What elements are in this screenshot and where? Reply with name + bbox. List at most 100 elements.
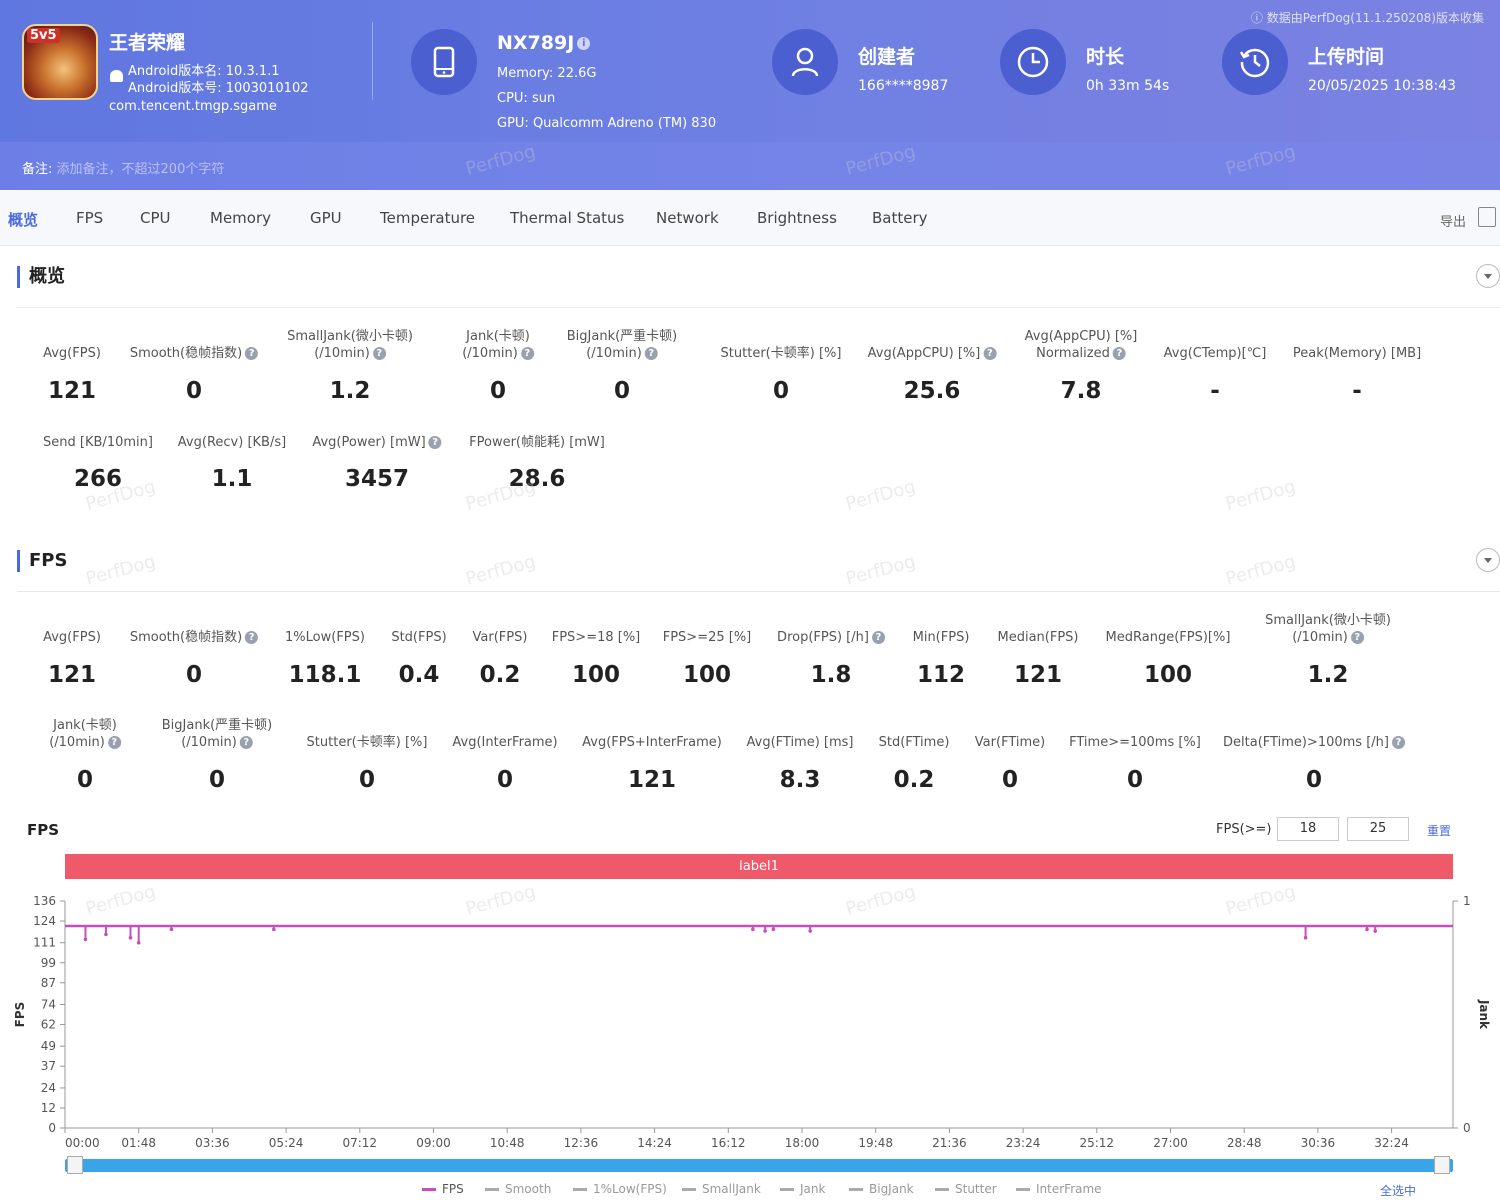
tab-brightness[interactable]: Brightness bbox=[757, 209, 837, 227]
help-icon[interactable]: ? bbox=[428, 436, 442, 449]
legend-item-interframe[interactable]: InterFrame bbox=[1016, 1182, 1102, 1196]
fps-metric-value: 0 bbox=[1305, 767, 1323, 793]
export-icon[interactable] bbox=[1478, 207, 1496, 227]
help-icon[interactable]: ? bbox=[107, 736, 121, 749]
select-all-button[interactable]: 全选中 bbox=[1380, 1184, 1417, 1198]
legend-swatch bbox=[573, 1188, 587, 1191]
fps-metric-value: 0 bbox=[1001, 767, 1019, 793]
tab-network[interactable]: Network bbox=[656, 209, 719, 227]
tab-overview[interactable]: 概览 bbox=[8, 211, 39, 229]
x-tick-label: 28:48 bbox=[1227, 1136, 1262, 1150]
remark-bar[interactable]: 备注: 添加备注，不超过200个字符 bbox=[0, 142, 1500, 190]
fps-metric-value: 0 bbox=[208, 767, 226, 793]
fps-metric-label: Avg(FPS+InterFrame) bbox=[582, 734, 722, 751]
help-icon[interactable]: ? bbox=[1391, 736, 1405, 749]
help-icon[interactable]: ? bbox=[245, 631, 259, 644]
help-icon[interactable]: ? bbox=[644, 347, 658, 360]
tab-temperature[interactable]: Temperature bbox=[380, 209, 476, 227]
x-tick-label: 27:00 bbox=[1153, 1136, 1188, 1150]
tab-bar: 概览 FPS CPU Memory GPU Temperature Therma… bbox=[0, 190, 1500, 246]
fps-collapse-button[interactable] bbox=[1476, 548, 1500, 572]
overview-collapse-button[interactable] bbox=[1476, 264, 1500, 288]
overview-metric-label: FPower(帧能耗) [mW] bbox=[469, 434, 605, 451]
slider-left-handle[interactable] bbox=[67, 1156, 83, 1174]
fps-metric-label: FPS>=18 [%] bbox=[552, 629, 641, 646]
fps-threshold-input-2[interactable]: 25 bbox=[1347, 817, 1409, 841]
fps-metric-label-line1: BigJank(严重卡顿) bbox=[161, 718, 273, 733]
help-icon[interactable]: ? bbox=[983, 347, 997, 360]
help-icon[interactable]: ? bbox=[1350, 631, 1364, 644]
overview-metric-label: Smooth(稳帧指数)? bbox=[130, 345, 259, 362]
fps-metric-label: 1%Low(FPS) bbox=[285, 629, 365, 646]
fps-metric-value: 0.2 bbox=[479, 662, 521, 688]
fps-metric-value: 112 bbox=[916, 662, 966, 688]
tab-battery[interactable]: Battery bbox=[872, 209, 928, 227]
legend-label: BigJank bbox=[869, 1182, 914, 1196]
legend-item-1-low-fps-[interactable]: 1%Low(FPS) bbox=[573, 1182, 667, 1196]
help-icon[interactable]: ? bbox=[245, 347, 259, 360]
fps-metric-value: 8.3 bbox=[779, 767, 821, 793]
header-divider bbox=[372, 22, 373, 100]
fps-metric-label-line2: Delta(FTime)>100ms [/h]? bbox=[1223, 734, 1405, 751]
tab-cpu[interactable]: CPU bbox=[140, 209, 171, 227]
fps-metric-label-line2: 1%Low(FPS) bbox=[285, 630, 365, 645]
fps-threshold-input-1[interactable]: 18 bbox=[1277, 817, 1339, 841]
remark-input[interactable]: 添加备注，不超过200个字符 bbox=[56, 162, 225, 177]
fps-metric-label-line2: FPS>=25 [%] bbox=[662, 630, 752, 645]
help-icon[interactable]: ? bbox=[239, 736, 253, 749]
fps-chart[interactable]: 0 12 24 37 49 62 74 87 99 111 124 136 0 1 00:00 01:48 03… bbox=[0, 880, 1500, 1160]
slider-right-handle[interactable] bbox=[1434, 1156, 1450, 1174]
help-icon[interactable]: ? bbox=[1112, 347, 1126, 360]
fps-metric-label-line2: Var(FPS) bbox=[472, 630, 528, 645]
fps-metric-label: Smooth(稳帧指数)? bbox=[130, 629, 259, 646]
device-info-icon[interactable]: i bbox=[577, 37, 591, 50]
overview-metric-label: Jank(卡顿) (/10min)? bbox=[462, 328, 534, 362]
x-tick-label: 18:00 bbox=[785, 1136, 820, 1150]
fps-metric-label: Jank(卡顿) (/10min)? bbox=[49, 717, 121, 751]
fps-series-point bbox=[83, 937, 88, 942]
legend-item-bigjank[interactable]: BigJank bbox=[849, 1182, 914, 1196]
tab-thermal-status[interactable]: Thermal Status bbox=[510, 209, 625, 227]
app-icon-badge: 5v5 bbox=[27, 28, 60, 43]
history-icon bbox=[1222, 29, 1288, 95]
creator-value: 166****8987 bbox=[858, 78, 949, 94]
app-name: 王者荣耀 bbox=[109, 32, 186, 54]
legend-label: SmallJank bbox=[702, 1182, 761, 1196]
y-tick-label: 136 bbox=[33, 894, 56, 908]
legend-item-jank[interactable]: Jank bbox=[780, 1182, 825, 1196]
help-icon[interactable]: ? bbox=[871, 631, 885, 644]
watermark: PerfDog bbox=[843, 476, 918, 515]
tab-gpu[interactable]: GPU bbox=[310, 209, 342, 227]
overview-metric-label-line2: Avg(Recv) [KB/s] bbox=[177, 435, 287, 450]
tab-fps[interactable]: FPS bbox=[76, 209, 104, 227]
help-icon[interactable]: ? bbox=[520, 347, 534, 360]
legend-label: FPS bbox=[442, 1182, 464, 1196]
label-bar[interactable]: label1 bbox=[65, 854, 1453, 879]
legend-label: Jank bbox=[800, 1182, 826, 1196]
x-tick-label: 25:12 bbox=[1079, 1136, 1114, 1150]
legend-item-stutter[interactable]: Stutter bbox=[935, 1182, 997, 1196]
legend-item-smalljank[interactable]: SmallJank bbox=[682, 1182, 761, 1196]
duration-value: 0h 33m 54s bbox=[1086, 78, 1170, 94]
overview-metric-value: 1.2 bbox=[329, 378, 371, 404]
fps-metric-label-line2: Avg(FTime) [ms] bbox=[746, 735, 854, 750]
tab-memory[interactable]: Memory bbox=[210, 209, 272, 227]
remark-label: 备注: bbox=[22, 162, 53, 177]
overview-divider bbox=[17, 307, 1500, 308]
legend-swatch bbox=[682, 1188, 696, 1191]
overview-metric-label-line2: (/10min)? bbox=[462, 345, 534, 362]
legend-item-fps[interactable]: FPS bbox=[422, 1182, 464, 1196]
y-axis-title: FPS bbox=[13, 1002, 27, 1028]
help-icon[interactable]: ? bbox=[372, 347, 386, 360]
legend-item-smooth[interactable]: Smooth bbox=[485, 1182, 551, 1196]
fps-metric-label-line2: Drop(FPS) [/h]? bbox=[777, 629, 885, 646]
x-tick-label: 19:48 bbox=[858, 1136, 893, 1150]
time-range-slider[interactable] bbox=[65, 1159, 1453, 1172]
x-tick-label: 03:36 bbox=[195, 1136, 230, 1150]
reset-button[interactable]: 重置 bbox=[1427, 824, 1452, 838]
export-button[interactable]: 导出 bbox=[1439, 215, 1466, 230]
report-header: ⓘ 数据由PerfDog(11.1.250208)版本收集 5v5 王者荣耀 A… bbox=[0, 0, 1500, 190]
fps-metric-value: 1.2 bbox=[1307, 662, 1349, 688]
watermark: PerfDog bbox=[1223, 476, 1298, 515]
overview-metric-value: 0 bbox=[613, 378, 631, 404]
